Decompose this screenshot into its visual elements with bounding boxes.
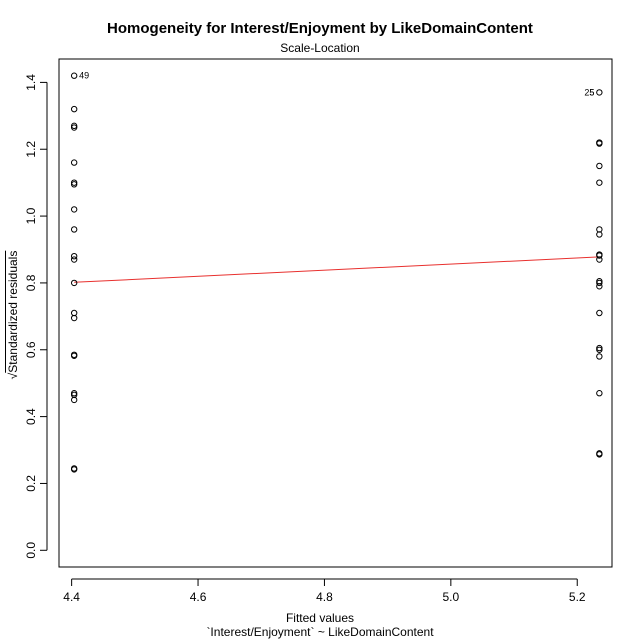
data-point (70, 105, 78, 113)
data-point (70, 396, 78, 404)
data-point (70, 252, 78, 260)
y-tick-label: 0.0 (24, 542, 38, 559)
x-tick-label: 4.6 (190, 590, 207, 604)
data-point (596, 252, 603, 259)
data-point (70, 226, 78, 233)
data-point (596, 353, 603, 360)
data-point (70, 466, 78, 473)
chart-subtitle: Scale-Location (280, 41, 360, 55)
data-point (596, 140, 603, 147)
data-point (70, 352, 78, 359)
data-point (70, 279, 78, 287)
y-tick-label: 0.2 (24, 475, 38, 492)
y-tick-label: 0.8 (24, 274, 38, 291)
data-point (596, 162, 603, 170)
data-point (70, 159, 78, 166)
points (70, 72, 603, 473)
data-point (596, 279, 603, 287)
x-tick-label: 4.4 (63, 590, 80, 604)
y-tick-label: 0.4 (24, 408, 38, 425)
smoother-line (74, 256, 600, 283)
data-point (596, 283, 603, 290)
x-tick-label: 5.0 (442, 590, 459, 604)
y-tick-label: 0.6 (24, 341, 38, 358)
data-point (70, 256, 78, 263)
data-point (596, 346, 603, 353)
point-labels: 49 255 (79, 71, 594, 98)
sqrt-sign: √ (6, 372, 20, 380)
data-point (70, 181, 78, 188)
data-point (596, 309, 603, 317)
x-tick-label: 5.2 (569, 590, 586, 604)
y-tick-label: 1.0 (24, 207, 38, 224)
data-point (596, 256, 603, 263)
data-point (596, 231, 603, 238)
y-axis-label-body: Standardized residuals (6, 250, 20, 373)
data-point (596, 179, 603, 186)
data-point (70, 206, 78, 213)
data-point (70, 124, 78, 131)
data-point (596, 89, 603, 96)
y-tick-label: 1.2 (24, 141, 38, 158)
plot-frame (58, 58, 613, 568)
data-point (596, 390, 603, 397)
data-point (70, 314, 78, 322)
x-tick-label: 4.8 (316, 590, 333, 604)
point-label: 25 (584, 87, 594, 97)
x-axis-label: Fitted values (285, 611, 355, 625)
data-point (70, 72, 78, 79)
axes: 4.4 4.6 4.8 5.0 5.2 0.0 0.2 0.4 0.6 0.8 1.0 1.2 1.4 (24, 74, 586, 604)
chart-title: Homogeneity for Interest/Enjoyment by Li… (107, 20, 533, 37)
smoother-path (74, 256, 600, 283)
x-axis-formula: `Interest/Enjoyment` ~ LikeDomainContent (206, 625, 434, 639)
point-label: 49 (79, 71, 89, 81)
y-axis-label: √Standardized residuals (6, 251, 20, 380)
y-tick-label: 1.4 (24, 74, 38, 91)
data-point (596, 451, 603, 458)
point-label: 5 (589, 87, 594, 97)
